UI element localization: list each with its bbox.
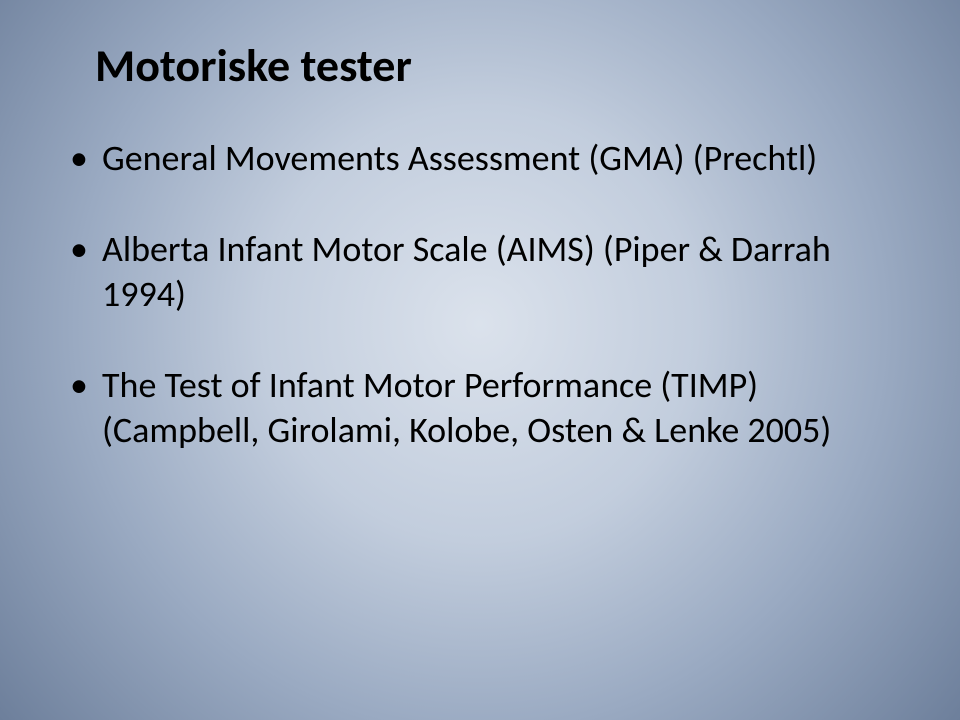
slide-title: Motoriske tester [95,38,890,94]
list-item: General Movements Assessment (GMA) (Prec… [70,136,890,181]
list-item: The Test of Infant Motor Performance (TI… [70,363,890,453]
bullet-list: General Movements Assessment (GMA) (Prec… [70,136,890,453]
list-item: Alberta Infant Motor Scale (AIMS) (Piper… [70,227,890,317]
slide: Motoriske tester General Movements Asses… [0,0,960,720]
